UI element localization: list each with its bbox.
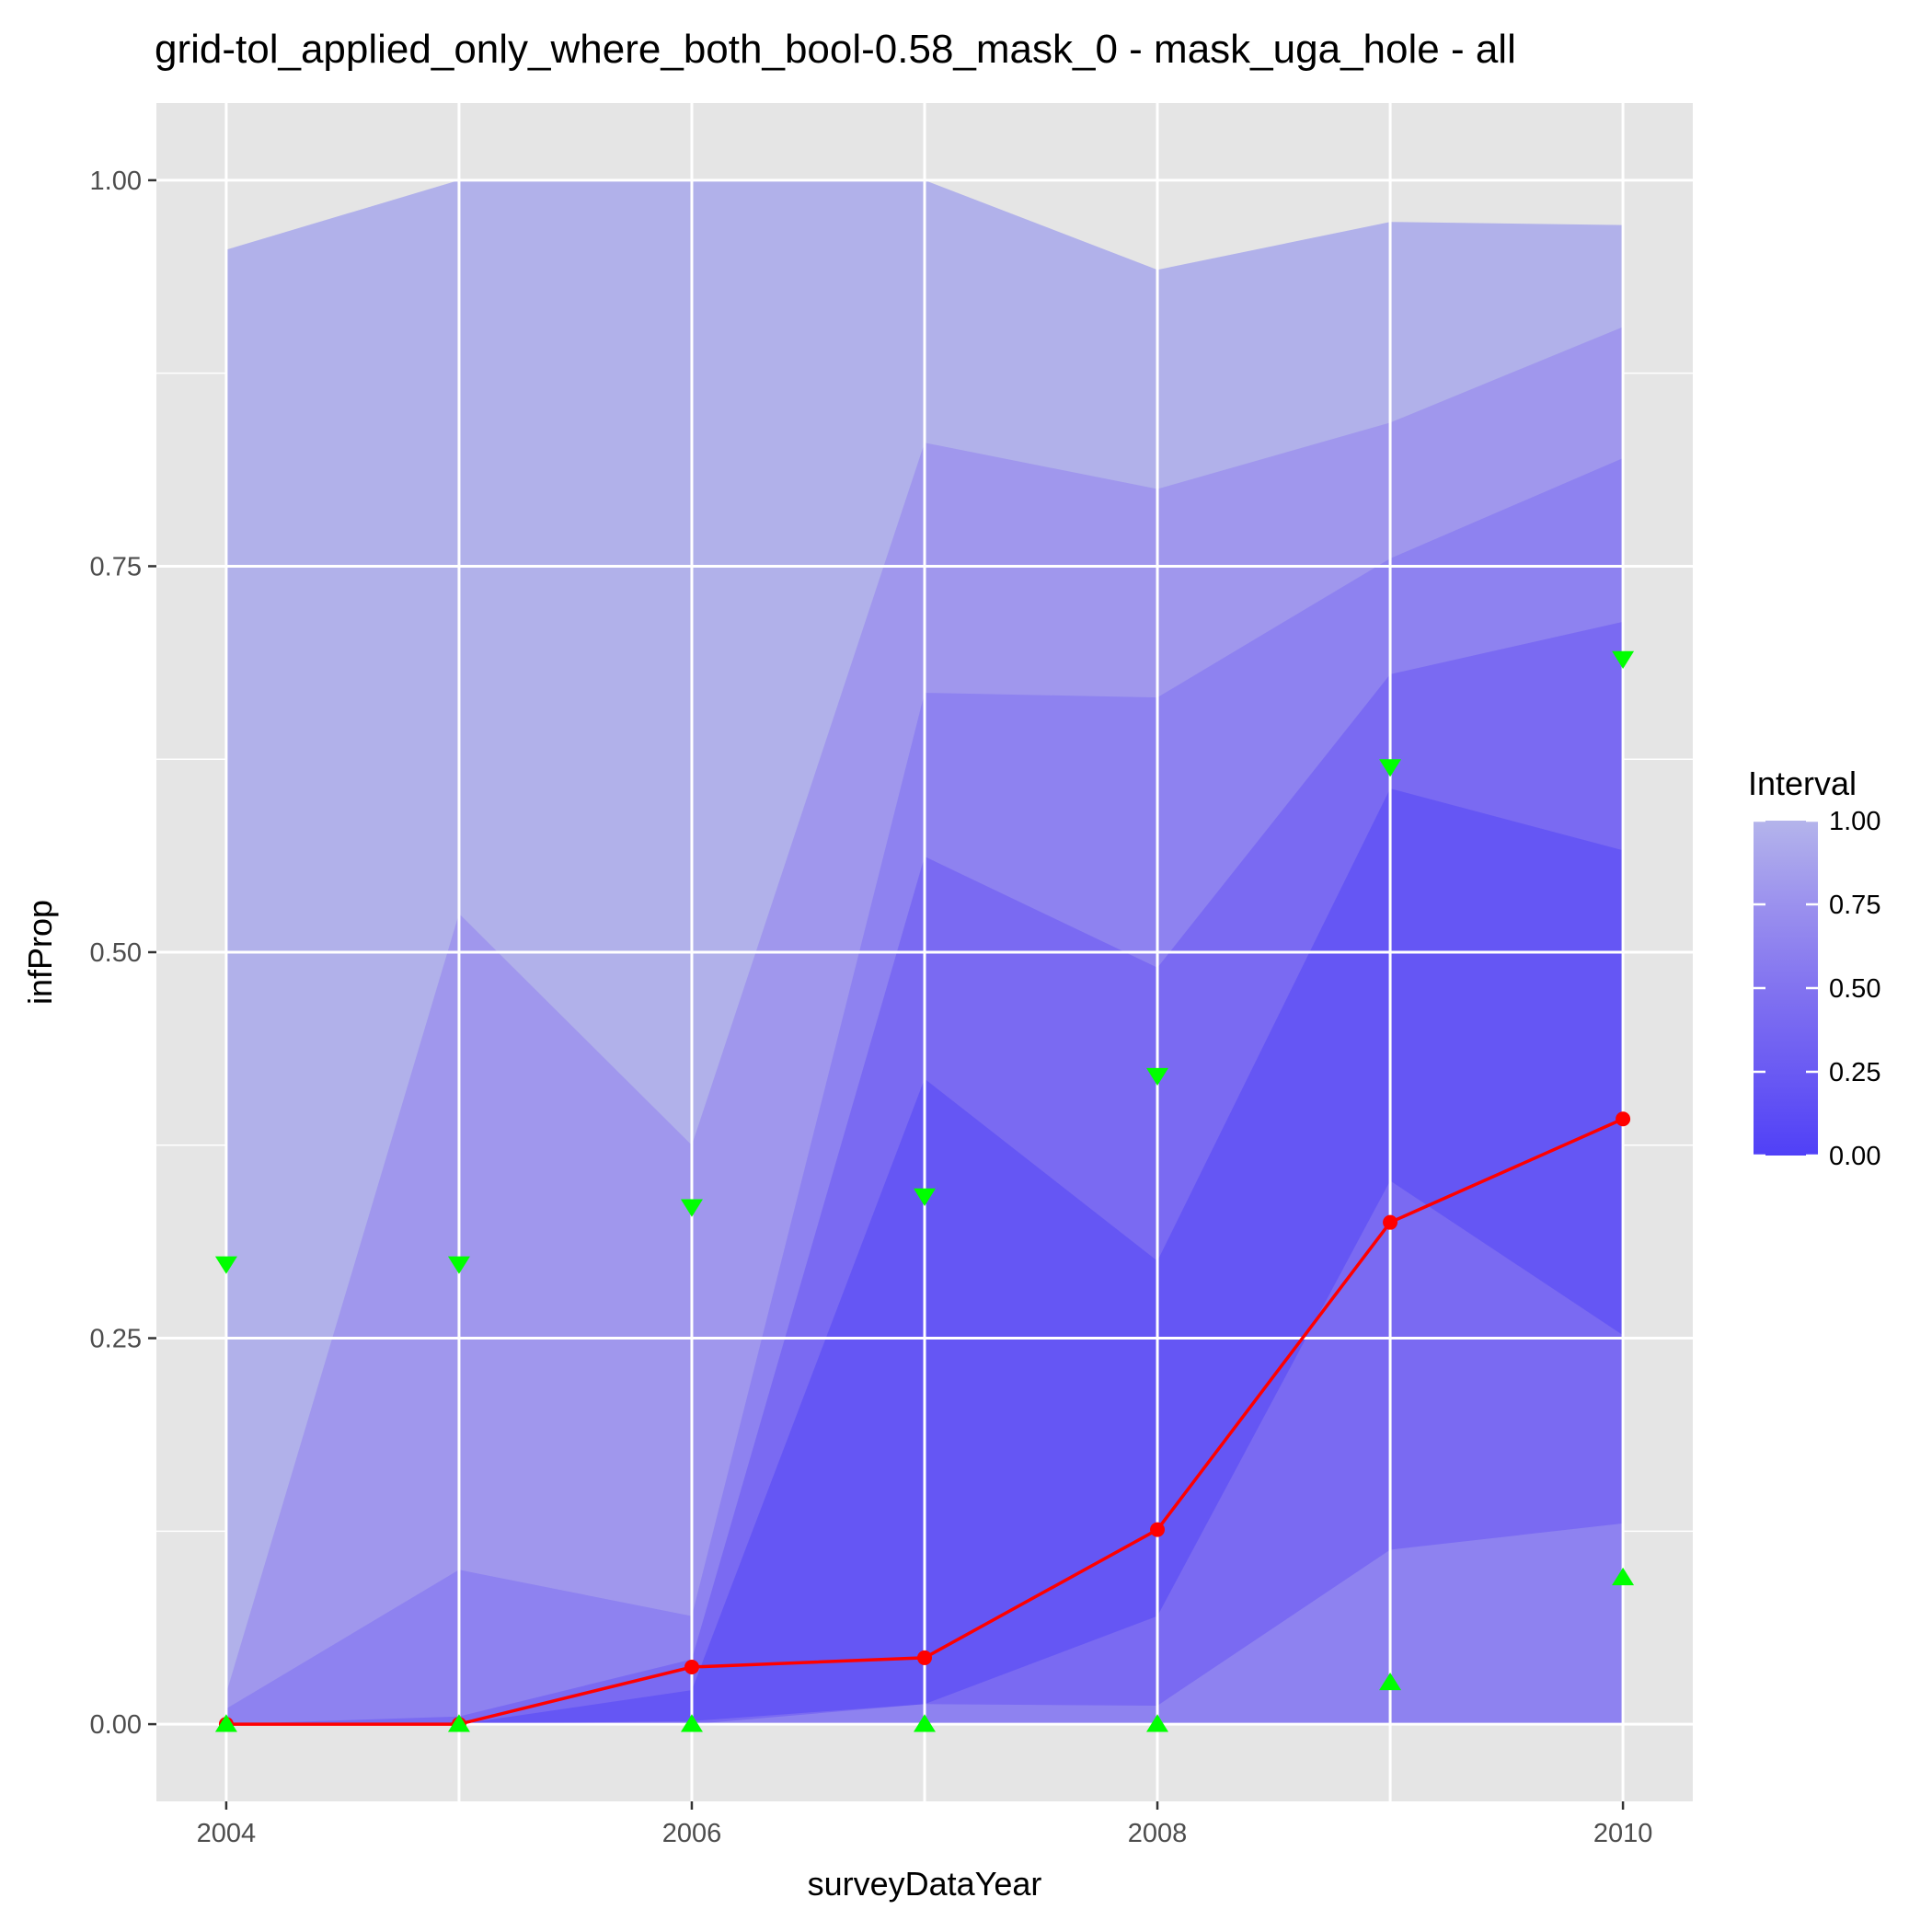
y-tick-label: 0.25	[90, 1325, 142, 1354]
x-tick-label: 2004	[197, 1819, 257, 1848]
x-tick-label: 2008	[1128, 1819, 1188, 1848]
upper-bound-marker	[1379, 759, 1402, 777]
series-point	[1616, 1111, 1631, 1127]
legend-label: 0.75	[1829, 891, 1880, 920]
series-point	[1383, 1214, 1398, 1230]
legend-label: 0.25	[1829, 1058, 1880, 1087]
y-tick-label: 1.00	[90, 167, 142, 196]
y-tick-label: 0.50	[90, 938, 142, 968]
legend-title: Interval	[1748, 765, 1857, 802]
upper-bound-marker	[214, 1256, 237, 1274]
lower-bound-marker	[447, 1714, 470, 1732]
lower-bound-marker	[1379, 1672, 1402, 1691]
upper-bound-marker	[1146, 1067, 1169, 1087]
x-axis-title: surveyDataYear	[808, 1865, 1042, 1903]
legend: Interval 1.00 0.75 0.50 0.25 0.00	[1748, 765, 1880, 1171]
major-gridlines	[156, 103, 1693, 1801]
series-layer	[214, 650, 1635, 1732]
lower-bound-marker	[1146, 1714, 1169, 1732]
y-tick-label: 0.00	[90, 1710, 142, 1740]
legend-ticks: 1.00 0.75 0.50 0.25 0.00	[1754, 807, 1880, 1171]
upper-bound-marker	[447, 1256, 470, 1274]
lower-bound-marker	[214, 1714, 237, 1732]
upper-bound-marker	[914, 1188, 936, 1206]
chart-title: grid-tol_applied_only_where_both_bool-0.…	[155, 27, 1516, 72]
legend-label: 0.50	[1829, 974, 1880, 1004]
legend-label: 1.00	[1829, 807, 1880, 836]
x-tick-label: 2006	[662, 1819, 722, 1848]
y-axis-title: infProp	[21, 900, 59, 1005]
upper-bound-marker	[1612, 650, 1635, 669]
y-tick-label: 0.75	[90, 552, 142, 581]
series-point	[684, 1659, 699, 1674]
lower-bound-marker	[914, 1714, 936, 1732]
upper-bound-marker	[680, 1199, 703, 1217]
lower-bound-marker	[1612, 1567, 1635, 1586]
lower-bound-marker	[680, 1714, 703, 1732]
y-axis: 0.00 0.25 0.50 0.75 1.00	[90, 167, 156, 1740]
series-point	[1150, 1522, 1166, 1537]
x-axis: 2004 2006 2008 2010	[197, 1801, 1653, 1848]
x-tick-label: 2010	[1593, 1819, 1653, 1848]
series-point	[917, 1650, 932, 1665]
legend-label: 0.00	[1829, 1142, 1880, 1171]
